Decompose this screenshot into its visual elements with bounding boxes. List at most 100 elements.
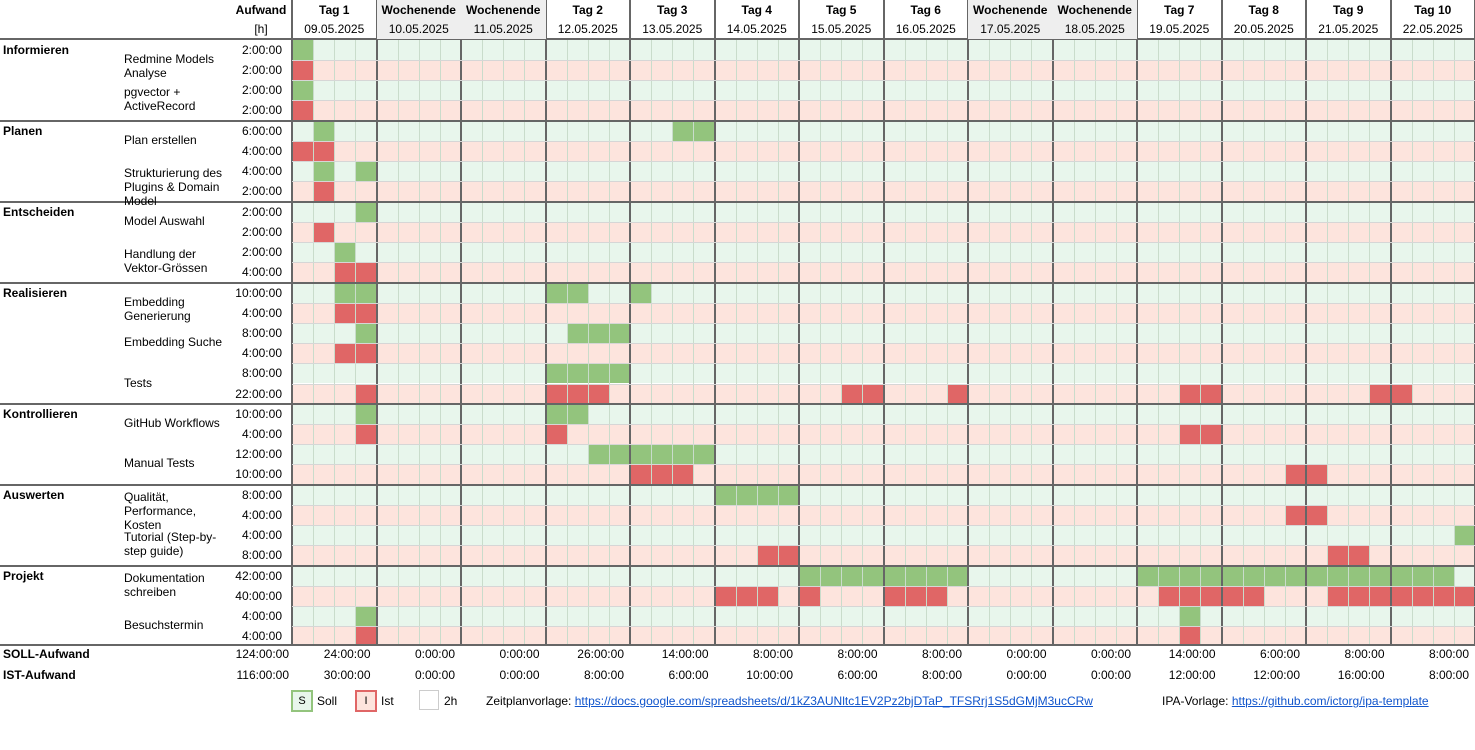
soll-day-total: 8:00:00 <box>921 647 962 661</box>
zeitplan-link[interactable]: https://docs.google.com/spreadsheets/d/1… <box>574 694 1093 708</box>
soll-slot <box>566 283 588 304</box>
soll-slot <box>925 566 947 587</box>
soll-slot <box>334 242 356 263</box>
day-date: 12.05.2025 <box>557 22 618 36</box>
slot-divider <box>397 40 399 644</box>
slot-divider <box>925 40 927 644</box>
slot-divider <box>503 40 505 644</box>
soll-slot <box>630 283 652 304</box>
ist-slot <box>355 626 377 647</box>
row-divider <box>292 222 1475 224</box>
task-name: Handlung der Vektor-Grössen <box>124 247 208 276</box>
soll-slot <box>566 363 588 384</box>
soll-hours: 2:00:00 <box>241 205 282 219</box>
soll-hours: 12:00:00 <box>235 447 282 462</box>
soll-slot <box>1242 566 1264 587</box>
soll-slot <box>1411 566 1433 587</box>
soll-day-total: 6:00:00 <box>1259 647 1300 661</box>
soll-day-total: 8:00:00 <box>1428 647 1469 661</box>
soll-slot <box>608 444 630 465</box>
day-name: Tag 9 <box>1333 3 1364 17</box>
phase-divider <box>0 120 1475 122</box>
slot-divider <box>651 40 653 644</box>
soll-slot <box>946 566 968 587</box>
soll-slot <box>1348 566 1370 587</box>
day-date: 17.05.2025 <box>980 22 1041 36</box>
weekend-header-bg <box>376 0 461 39</box>
soll-total-label: SOLL-Aufwand <box>3 647 90 661</box>
slot-divider <box>693 40 695 644</box>
slot-legend-swatch <box>419 690 439 710</box>
ist-slot <box>1306 464 1328 485</box>
slot-divider <box>1200 40 1202 644</box>
slot-divider <box>1263 40 1265 644</box>
row-divider <box>292 363 1475 365</box>
soll-slot <box>587 363 609 384</box>
soll-day-total: 24:00:00 <box>323 647 371 661</box>
slot-divider <box>672 40 674 644</box>
row-divider <box>292 505 1475 507</box>
day-divider <box>375 0 378 644</box>
row-divider <box>292 545 1475 547</box>
day-name: Tag 10 <box>1414 3 1452 17</box>
slot-divider <box>1031 40 1033 644</box>
ist-slot <box>714 586 736 607</box>
phase-label: Auswerten <box>3 488 65 502</box>
day-date: 22.05.2025 <box>1402 22 1463 36</box>
day-divider <box>544 0 547 644</box>
ist-slot <box>756 545 778 566</box>
row-divider <box>292 60 1475 62</box>
soll-slot <box>313 121 335 142</box>
row-divider <box>292 161 1475 163</box>
ist-slot <box>1348 545 1370 566</box>
day-name: Tag 7 <box>1164 3 1195 17</box>
slot-divider <box>1348 40 1350 644</box>
soll-slot <box>904 566 926 587</box>
phase-divider <box>0 201 1475 203</box>
soll-legend-label: Soll <box>317 694 338 708</box>
ist-slot <box>313 141 335 162</box>
ist-slot <box>1348 586 1370 607</box>
ist-slot <box>292 60 314 81</box>
row-divider <box>292 141 1475 143</box>
soll-day-total: 14:00:00 <box>1168 647 1216 661</box>
weekend-header-bg <box>968 0 1053 39</box>
ist-slot <box>334 343 356 364</box>
row-divider <box>292 424 1475 426</box>
phase-label: Entscheiden <box>3 205 75 219</box>
ist-slot <box>1221 586 1243 607</box>
ist-slot <box>313 181 335 202</box>
day-date: 18.05.2025 <box>1064 22 1125 36</box>
soll-slot <box>566 404 588 425</box>
task-name: Tutorial (Step-by-step guide) <box>124 530 217 559</box>
ist-slot <box>1390 586 1412 607</box>
summary-divider <box>0 644 1475 646</box>
task-name: Manual Tests <box>124 456 195 471</box>
soll-slot <box>545 363 567 384</box>
row-divider <box>292 525 1475 527</box>
soll-slot <box>1263 566 1285 587</box>
soll-slot <box>735 485 757 506</box>
ist-hours: 2:00:00 <box>241 225 282 240</box>
ist-day-total: 10:00:00 <box>746 668 793 682</box>
soll-slot <box>1200 566 1222 587</box>
day-divider <box>798 0 800 644</box>
ist-hours: 2:00:00 <box>241 103 282 118</box>
slot-divider <box>862 40 864 644</box>
phase-label: Realisieren <box>3 286 68 300</box>
soll-slot <box>587 444 609 465</box>
day-date: 16.05.2025 <box>895 22 956 36</box>
soll-hours: 2:00:00 <box>241 83 282 98</box>
slot-legend-label: 2h <box>444 694 458 708</box>
ipa-link[interactable]: https://github.com/ictorg/ipa-template <box>1231 694 1429 708</box>
task-name: Dokumentation schreiben <box>124 571 205 600</box>
ist-hours: 4:00:00 <box>241 346 282 361</box>
slot-divider <box>566 40 568 644</box>
day-date: 20.05.2025 <box>1233 22 1294 36</box>
ist-slot <box>946 383 968 404</box>
ist-legend-label: Ist <box>381 694 394 708</box>
slot-divider <box>334 40 336 644</box>
ist-slot <box>1327 586 1349 607</box>
day-name: Wochenende <box>381 3 456 17</box>
row-divider <box>292 262 1475 264</box>
